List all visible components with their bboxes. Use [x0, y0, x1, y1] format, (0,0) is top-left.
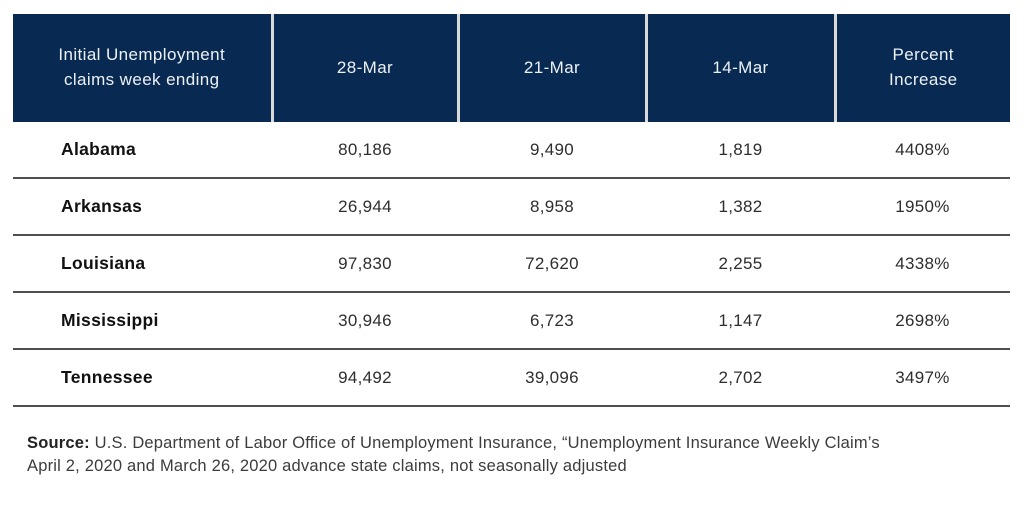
source-label: Source: — [27, 434, 90, 452]
value-28mar: 94,492 — [272, 349, 458, 407]
header-28-mar: 28-Mar — [272, 14, 460, 122]
header-claims-week-ending: Initial Unemployment claims week ending — [13, 14, 274, 122]
state-name: Louisiana — [13, 235, 272, 293]
table-row-tennessee: Tennessee 94,492 39,096 2,702 3497% — [13, 349, 1010, 407]
value-percent-increase: 4408% — [835, 122, 1010, 179]
table-body: Alabama 80,186 9,490 1,819 4408% Arkansa… — [13, 122, 1010, 407]
header-row: Initial Unemployment claims week ending … — [13, 14, 1010, 122]
table-row-louisiana: Louisiana 97,830 72,620 2,255 4338% — [13, 235, 1010, 293]
table-row-arkansas: Arkansas 26,944 8,958 1,382 1950% — [13, 178, 1010, 236]
value-28mar: 80,186 — [272, 122, 458, 179]
value-28mar: 26,944 — [272, 178, 458, 236]
value-percent-increase: 4338% — [835, 235, 1010, 293]
value-21mar: 6,723 — [458, 292, 646, 350]
state-name: Tennessee — [13, 349, 272, 407]
header-21-mar: 21-Mar — [458, 14, 648, 122]
header-percent-increase: Percent Increase — [835, 14, 1010, 122]
table-row-alabama: Alabama 80,186 9,490 1,819 4408% — [13, 122, 1010, 179]
value-21mar: 9,490 — [458, 122, 646, 179]
value-14mar: 2,702 — [646, 349, 835, 407]
state-name: Arkansas — [13, 178, 272, 236]
value-14mar: 1,819 — [646, 122, 835, 179]
value-14mar: 1,382 — [646, 178, 835, 236]
table-row-mississippi: Mississippi 30,946 6,723 1,147 2698% — [13, 292, 1010, 350]
value-28mar: 30,946 — [272, 292, 458, 350]
state-name: Mississippi — [13, 292, 272, 350]
value-21mar: 39,096 — [458, 349, 646, 407]
value-percent-increase: 1950% — [835, 178, 1010, 236]
value-14mar: 1,147 — [646, 292, 835, 350]
value-percent-increase: 3497% — [835, 349, 1010, 407]
unemployment-claims-table: Initial Unemployment claims week ending … — [13, 14, 1010, 407]
value-percent-increase: 2698% — [835, 292, 1010, 350]
value-28mar: 97,830 — [272, 235, 458, 293]
source-text: U.S. Department of Labor Office of Unemp… — [27, 434, 880, 476]
source-note: Source: U.S. Department of Labor Office … — [27, 432, 987, 478]
header-14-mar: 14-Mar — [646, 14, 837, 122]
table-header: Initial Unemployment claims week ending … — [13, 14, 1010, 122]
value-21mar: 72,620 — [458, 235, 646, 293]
value-21mar: 8,958 — [458, 178, 646, 236]
unemployment-claims-figure: Initial Unemployment claims week ending … — [13, 14, 1010, 478]
state-name: Alabama — [13, 122, 272, 179]
value-14mar: 2,255 — [646, 235, 835, 293]
